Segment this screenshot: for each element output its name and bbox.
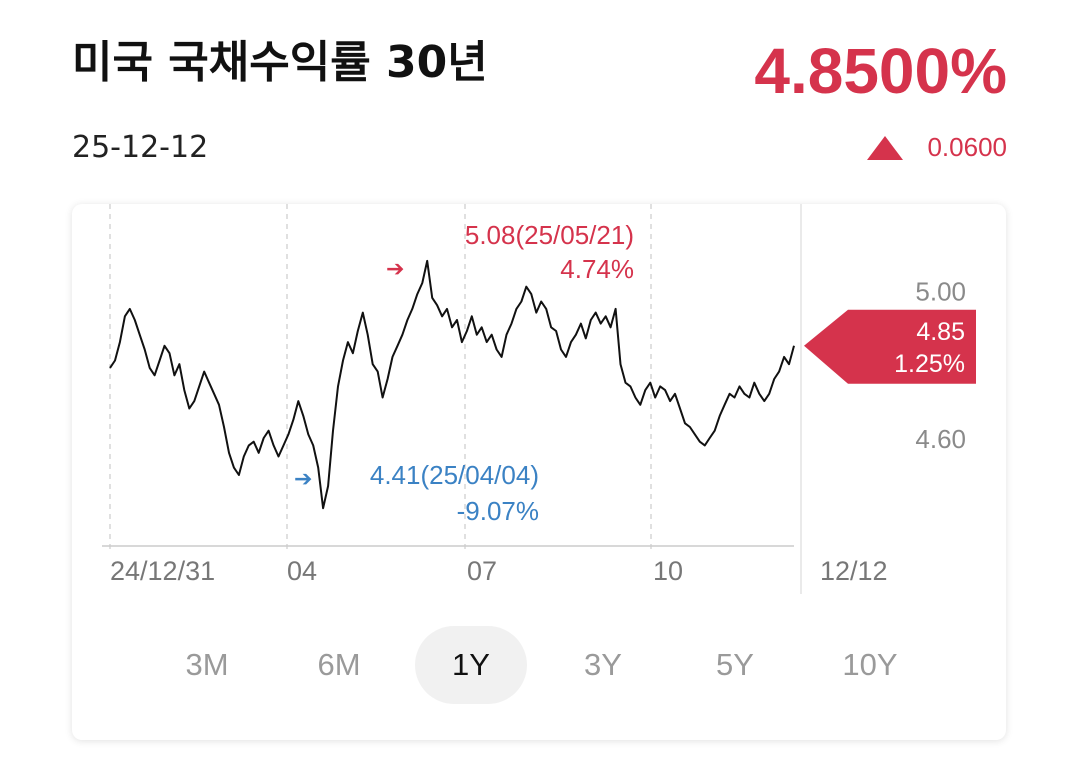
change-value: 0.0600 xyxy=(927,132,1007,162)
period-tab-3m[interactable]: 3M xyxy=(185,647,229,682)
chart-card: 24/12/31 04 07 10 12/12 5.00 4.60 5.08(25/05/21… xyxy=(72,204,1006,740)
x-tick-label: 12/12 xyxy=(820,556,888,586)
high-annotation-percent: 4.74% xyxy=(560,254,634,284)
period-tab-6m[interactable]: 6M xyxy=(317,647,361,682)
low-arrow-icon: ➔ xyxy=(294,466,312,491)
high-arrow-icon: ➔ xyxy=(386,256,404,281)
low-annotation-percent: -9.07% xyxy=(457,496,539,526)
current-price: 4.8500% xyxy=(754,35,1007,107)
current-value-tag xyxy=(804,309,976,384)
page-title: 미국 국채수익률 30년 xyxy=(72,37,488,88)
up-triangle-icon xyxy=(867,135,904,160)
x-tick-label: 04 xyxy=(287,556,317,586)
period-tab-1y[interactable]: 1Y xyxy=(415,626,527,704)
period-tab-10y[interactable]: 10Y xyxy=(842,647,898,682)
period-tab-5y[interactable]: 5Y xyxy=(716,647,754,682)
y-tick-label: 5.00 xyxy=(915,276,966,306)
quote-date: 25-12-12 xyxy=(72,130,209,165)
high-annotation-value: 5.08(25/05/21) xyxy=(465,220,634,250)
x-tick-label: 24/12/31 xyxy=(110,556,215,586)
current-percent-label: 1.25% xyxy=(894,350,965,378)
period-tab-3y[interactable]: 3Y xyxy=(584,647,622,682)
y-tick-label: 4.60 xyxy=(915,424,966,454)
low-annotation-value: 4.41(25/04/04) xyxy=(370,460,539,490)
yield-chart: 24/12/31 04 07 10 12/12 5.00 4.60 5.08(25/05/21… xyxy=(102,204,976,594)
current-value-label: 4.85 xyxy=(916,318,965,346)
period-selector: 3M 6M 1Y 3Y 5Y 10Y xyxy=(72,626,1006,704)
price-change: 0.0600 xyxy=(867,132,1007,163)
x-tick-label: 10 xyxy=(653,556,683,586)
x-tick-label: 07 xyxy=(467,556,497,586)
series-line xyxy=(109,259,795,510)
